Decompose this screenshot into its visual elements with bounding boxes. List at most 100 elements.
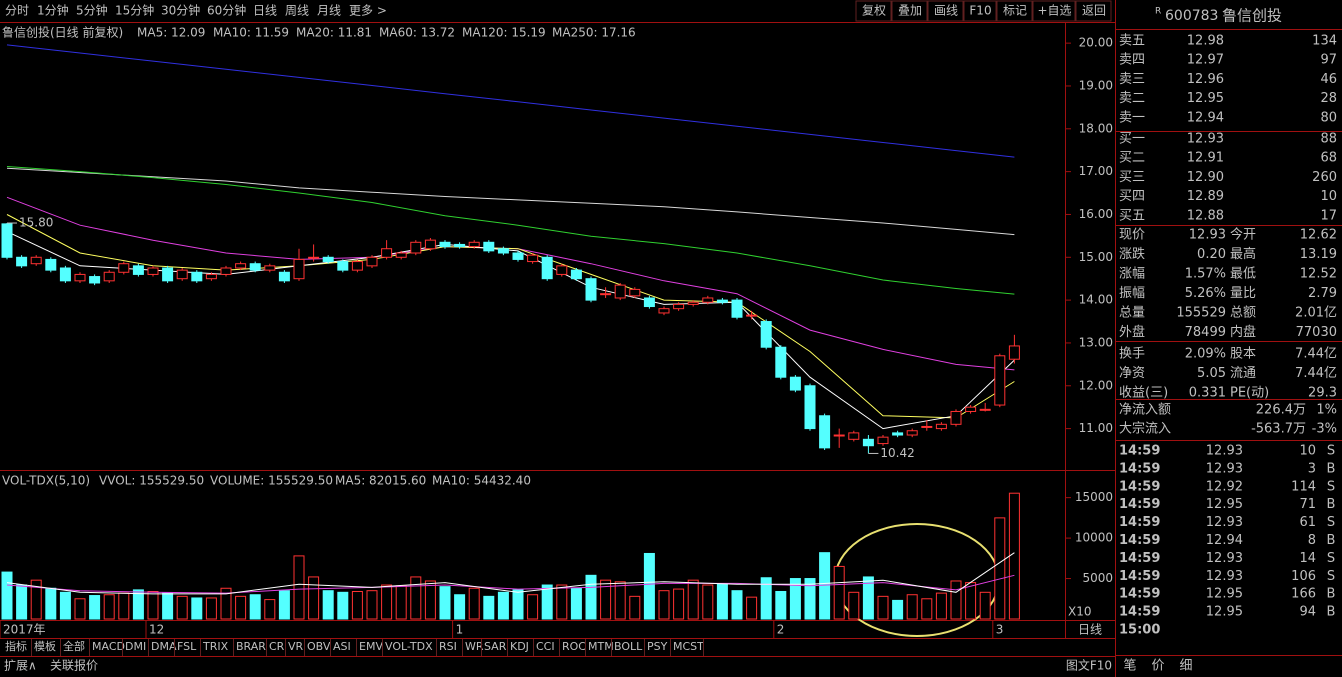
indicator-tab[interactable]: FSL (177, 640, 197, 653)
period-tab[interactable]: 1分钟 (37, 3, 69, 18)
candle-body (921, 425, 933, 428)
ma-legend: MA250: 17.16 (552, 26, 636, 40)
toolbar-button[interactable] (1032, 0, 1076, 22)
indicator-tab[interactable]: TRIX (202, 640, 229, 653)
indicator-tab[interactable]: VOL-TDX (385, 640, 433, 653)
volume-bar (16, 584, 28, 620)
indicator-tab[interactable]: CCI (536, 640, 555, 653)
trade-side: B (1327, 533, 1336, 548)
order-price: 12.95 (1187, 91, 1224, 106)
indicator-tab[interactable]: CR (269, 640, 285, 653)
indicator-tab[interactable]: BRAR (236, 640, 266, 653)
annotation: 15.80 (19, 216, 53, 230)
order-label: 卖三 (1119, 72, 1145, 87)
footer-button[interactable]: 扩展∧ (4, 659, 37, 673)
toolbar-button[interactable] (1075, 0, 1112, 22)
flow-value: 226.4万 (1256, 403, 1306, 418)
indicator-tab[interactable]: RSI (439, 640, 457, 653)
indicator-tab[interactable]: DMI (125, 640, 146, 653)
indicator-tab[interactable]: ASI (333, 640, 351, 653)
indicator-tab[interactable]: OBV (307, 640, 331, 653)
trade-time: 14:59 (1119, 569, 1160, 584)
period-tab[interactable]: 月线 (317, 4, 341, 18)
indicator-tab[interactable]: KDJ (510, 640, 529, 653)
indicator-tab[interactable]: EMV (359, 640, 383, 653)
indicator-tab[interactable]: 全部 (63, 639, 85, 653)
period-tab[interactable]: 分时 (5, 4, 29, 18)
stat-label: 涨跌 (1119, 246, 1145, 262)
volume-bar (541, 584, 553, 620)
period-tab[interactable]: 15分钟 (115, 3, 154, 18)
indicator-tab[interactable]: 指标 (5, 639, 27, 653)
quote-code: 600783 (1165, 8, 1218, 24)
ma-legend: MA20: 11.81 (296, 26, 372, 40)
panel-tab[interactable]: 细 (1179, 659, 1192, 674)
candle-body (293, 258, 305, 280)
volume-bar (59, 591, 71, 620)
panel-tab[interactable]: 价 (1151, 659, 1164, 674)
candle-body (30, 256, 42, 265)
volume-legend: VOL-TDX(5,10) (2, 474, 90, 488)
order-label: 卖五 (1119, 34, 1145, 49)
toolbar-button-label[interactable]: 返回 (1082, 4, 1106, 18)
period-tab[interactable]: 日线 (253, 4, 277, 18)
toolbar-button[interactable] (855, 0, 892, 22)
footer-button[interactable]: 关联报价 (50, 658, 98, 673)
stat-value: 77030 (1296, 325, 1337, 340)
y-tick-label: 18.00 (1079, 121, 1113, 135)
toolbar-button-label[interactable]: 叠加 (898, 4, 922, 18)
order-volume: 260 (1312, 170, 1337, 185)
toolbar-button-label[interactable]: 画线 (934, 4, 958, 18)
candle-body (483, 241, 495, 252)
toolbar-button[interactable] (927, 0, 964, 22)
volume-bar (643, 552, 655, 620)
y-tick-label: 14.00 (1079, 293, 1113, 307)
toolbar-button[interactable] (891, 0, 928, 22)
period-tab[interactable]: 30分钟 (161, 3, 200, 18)
candle-body (205, 273, 217, 280)
ma-line (6, 44, 1015, 158)
order-volume: 17 (1320, 208, 1337, 223)
indicator-tab[interactable]: WR (465, 640, 484, 653)
y-tick-label: 17.00 (1079, 164, 1113, 178)
period-label[interactable]: 日线 (1078, 623, 1102, 637)
period-tab[interactable]: 更多 > (349, 4, 387, 18)
indicator-tab[interactable]: MTM (588, 640, 614, 653)
stat-label: 涨幅 (1119, 267, 1145, 282)
stat-label: 换手 (1119, 347, 1145, 362)
volume-bar (906, 594, 918, 620)
indicator-tab[interactable]: BOLL (614, 640, 643, 653)
indicator-tab[interactable]: ROC (562, 640, 586, 653)
indicator-tab[interactable]: 模板 (34, 639, 56, 653)
period-tab[interactable]: 60分钟 (207, 3, 246, 18)
toolbar-button-label[interactable]: F10 (969, 4, 991, 18)
trade-time: 15:00 (1119, 623, 1160, 638)
toolbar-button[interactable] (963, 0, 997, 22)
volume-bar (804, 578, 816, 620)
volume-legend: VVOL: 155529.50 (99, 474, 204, 488)
indicator-tab[interactable]: SAR (484, 640, 507, 653)
toolbar-button[interactable] (996, 0, 1033, 22)
indicator-tab[interactable]: DMA (151, 640, 177, 653)
volume-bar (819, 552, 831, 620)
candle-body (89, 276, 101, 284)
indicator-tab[interactable]: PSY (647, 640, 668, 653)
indicator-tab[interactable]: VR (288, 640, 304, 653)
toolbar-button-label[interactable]: 标记 (1003, 4, 1027, 18)
stat-value: 12.52 (1300, 267, 1337, 282)
indicator-tab[interactable]: MCST (673, 640, 704, 653)
volume-ma-line (6, 574, 1015, 594)
indicator-tab[interactable]: MACD (92, 640, 125, 653)
toolbar-button-label[interactable]: 复权 (862, 4, 886, 18)
candle-body (643, 297, 655, 308)
panel-tab[interactable]: 笔 (1123, 658, 1136, 674)
volume-bar (833, 565, 845, 620)
volume-bar (746, 596, 758, 620)
volume-bar (570, 587, 582, 620)
footer-f10[interactable]: 图文F10 (1066, 658, 1112, 673)
toolbar-button-label[interactable]: +自选 (1037, 4, 1071, 18)
period-tab[interactable]: 周线 (285, 4, 309, 18)
annotation: 10.42 (880, 446, 914, 460)
period-tab[interactable]: 5分钟 (76, 3, 108, 18)
